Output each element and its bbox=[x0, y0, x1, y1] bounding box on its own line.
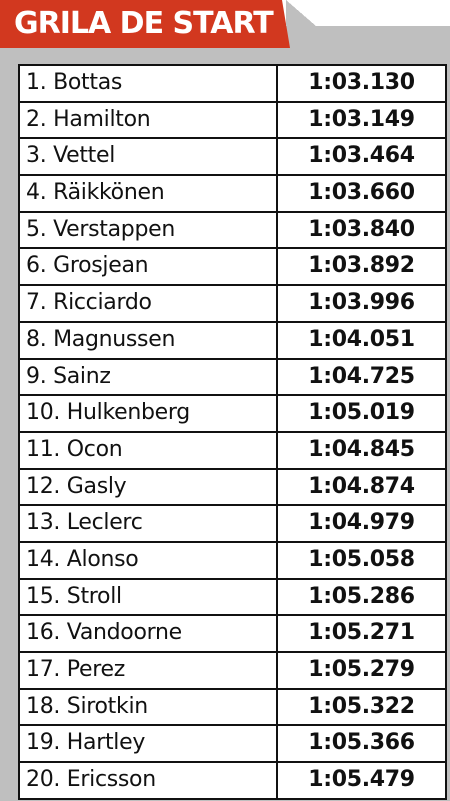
table-row: 13. Leclerc 1:04.979 bbox=[20, 506, 445, 543]
lap-time: 1:05.322 bbox=[308, 693, 415, 719]
table-row: 5. Verstappen 1:03.840 bbox=[20, 212, 445, 250]
table-row: 10. Hulkenberg 1:05.019 bbox=[20, 396, 445, 433]
lap-time: 1:04.979 bbox=[308, 510, 415, 536]
driver-name: 14. Alonso bbox=[20, 542, 278, 578]
table-row: 14. Alonso 1:05.058 bbox=[20, 542, 445, 580]
driver-name: 16. Vandoorne bbox=[20, 616, 278, 651]
driver-name: 10. Hulkenberg bbox=[20, 396, 278, 431]
lap-time: 1:03.892 bbox=[308, 253, 415, 279]
lap-time: 1:05.271 bbox=[308, 620, 415, 646]
lap-time: 1:04.725 bbox=[308, 363, 415, 389]
table-row: 1. Bottas 1:03.130 bbox=[20, 66, 445, 103]
table-row: 8. Magnussen 1:04.051 bbox=[20, 322, 445, 360]
driver-name: 17. Perez bbox=[20, 653, 278, 688]
driver-name: 2. Hamilton bbox=[20, 102, 278, 138]
corner-fold bbox=[286, 0, 316, 26]
lap-time: 1:05.058 bbox=[308, 546, 415, 572]
driver-name: 18. Sirotkin bbox=[20, 689, 278, 725]
lap-time: 1:03.840 bbox=[308, 216, 415, 242]
table-row: 6. Grosjean 1:03.892 bbox=[20, 249, 445, 287]
table-row: 7. Ricciardo 1:03.996 bbox=[20, 286, 445, 323]
lap-time: 1:03.660 bbox=[308, 180, 415, 206]
page-title: GRILA DE START bbox=[14, 6, 274, 41]
table-row: 15. Stroll 1:05.286 bbox=[20, 579, 445, 617]
lap-time: 1:03.996 bbox=[308, 290, 415, 316]
lap-time: 1:05.019 bbox=[308, 400, 415, 426]
lap-time: 1:05.479 bbox=[308, 767, 415, 793]
lap-time: 1:03.149 bbox=[308, 106, 415, 132]
driver-name: 4. Räikkönen bbox=[20, 176, 278, 211]
lap-time: 1:04.051 bbox=[308, 326, 415, 352]
driver-name: 12. Gasly bbox=[20, 469, 278, 505]
table-row: 18. Sirotkin 1:05.322 bbox=[20, 689, 445, 727]
lap-time: 1:05.286 bbox=[308, 583, 415, 609]
table-row: 2. Hamilton 1:03.149 bbox=[20, 102, 445, 140]
driver-name: 13. Leclerc bbox=[20, 506, 278, 541]
driver-name: 6. Grosjean bbox=[20, 249, 278, 285]
lap-time: 1:03.464 bbox=[308, 143, 415, 169]
table-row: 12. Gasly 1:04.874 bbox=[20, 469, 445, 507]
driver-name: 1. Bottas bbox=[20, 66, 278, 101]
table-row: 11. Ocon 1:04.845 bbox=[20, 432, 445, 470]
lap-time: 1:05.366 bbox=[308, 730, 415, 756]
driver-name: 7. Ricciardo bbox=[20, 286, 278, 321]
table-row: 17. Perez 1:05.279 bbox=[20, 653, 445, 690]
driver-name: 8. Magnussen bbox=[20, 322, 278, 358]
driver-name: 9. Sainz bbox=[20, 359, 278, 395]
lap-time: 1:04.845 bbox=[308, 436, 415, 462]
driver-name: 15. Stroll bbox=[20, 579, 278, 615]
driver-name: 19. Hartley bbox=[20, 726, 278, 762]
title-banner: GRILA DE START bbox=[0, 0, 290, 48]
driver-name: 3. Vettel bbox=[20, 139, 278, 175]
starting-grid-table: 1. Bottas 1:03.130 2. Hamilton 1:03.149 3.… bbox=[18, 64, 447, 800]
lap-time: 1:05.279 bbox=[308, 657, 415, 682]
header: GRILA DE START bbox=[0, 0, 450, 48]
lap-time: 1:04.874 bbox=[308, 473, 415, 499]
table-row: 9. Sainz 1:04.725 bbox=[20, 359, 445, 397]
driver-name: 20. Ericsson bbox=[20, 763, 278, 798]
lap-time: 1:03.130 bbox=[308, 70, 415, 95]
table-row: 20. Ericsson 1:05.479 bbox=[20, 763, 445, 800]
table-row: 16. Vandoorne 1:05.271 bbox=[20, 616, 445, 653]
table-row: 4. Räikkönen 1:03.660 bbox=[20, 176, 445, 213]
driver-name: 5. Verstappen bbox=[20, 212, 278, 248]
table-row: 3. Vettel 1:03.464 bbox=[20, 139, 445, 177]
driver-name: 11. Ocon bbox=[20, 432, 278, 468]
table-row: 19. Hartley 1:05.366 bbox=[20, 726, 445, 764]
